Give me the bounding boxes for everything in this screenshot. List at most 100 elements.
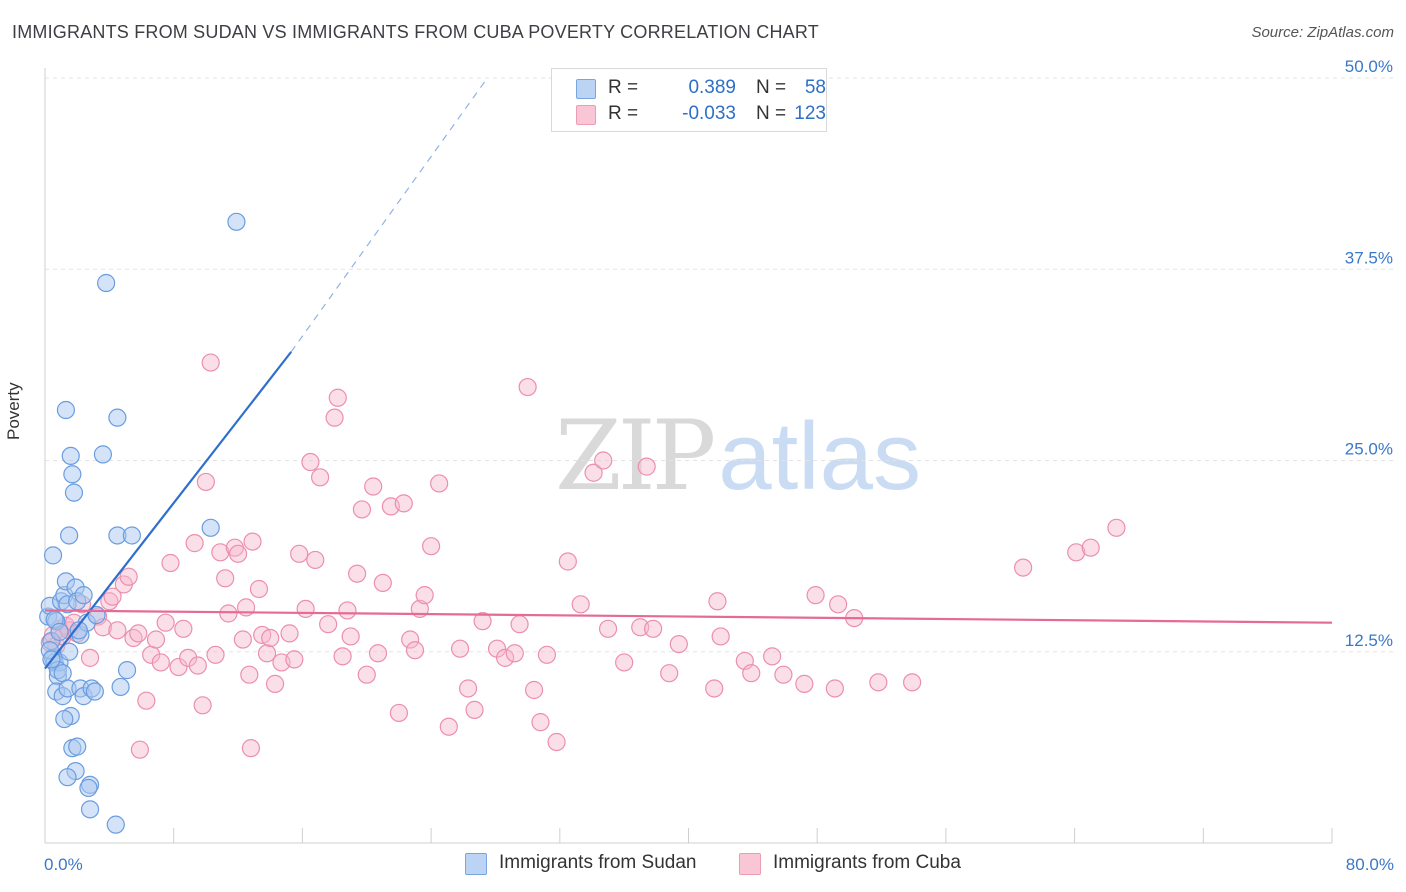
sudan-point <box>60 642 79 661</box>
legend-n-label: N = <box>756 103 787 124</box>
legend-n-value: 123 <box>794 103 826 124</box>
cuba-point <box>228 544 248 563</box>
cuba-point <box>1067 543 1086 562</box>
cuba-point <box>594 451 613 470</box>
cuba-point <box>103 587 122 606</box>
sudan-point <box>50 622 69 641</box>
sudan-point <box>108 408 127 427</box>
cuba-point <box>825 679 844 698</box>
cuba-point <box>296 599 315 619</box>
cuba-point <box>341 627 360 646</box>
cuba-point <box>558 552 577 571</box>
sudan-point <box>93 445 113 464</box>
sudan-point <box>74 586 93 605</box>
cuba-point <box>415 586 434 605</box>
cuba-point <box>903 673 922 692</box>
x-tick-label-min: 0.0% <box>44 855 83 874</box>
sudan-point <box>53 664 72 683</box>
y-tick-label: 37.5% <box>1345 248 1393 267</box>
sudan-point <box>60 526 79 545</box>
cuba-point <box>459 679 478 698</box>
sudan-trend-line <box>44 351 293 670</box>
cuba-point <box>537 645 557 664</box>
cuba-point <box>219 604 238 623</box>
cuba-point <box>869 673 888 692</box>
cuba-point <box>211 543 230 562</box>
cuba-point <box>179 648 198 667</box>
cuba-point <box>328 388 347 407</box>
tick-labels: 12.5% 25.0% 37.5% 50.0% 0.0% 80.0% <box>44 57 1394 874</box>
cuba-points <box>40 353 1126 759</box>
sudan-point <box>61 446 80 466</box>
cuba-point <box>146 630 166 649</box>
legend-r-label: R = <box>608 103 639 124</box>
y-tick-label: 25.0% <box>1345 440 1393 459</box>
source-label: Source: ZipAtlas.com <box>1251 24 1394 41</box>
cuba-point <box>637 457 656 476</box>
cuba-point <box>1081 538 1100 557</box>
sudan-point <box>43 546 63 565</box>
cuba-point <box>401 630 420 649</box>
cuba-point <box>389 703 409 723</box>
y-tick-label: 50.0% <box>1345 57 1393 76</box>
cuba-point <box>193 696 212 715</box>
watermark-atlas: atlas <box>718 403 921 510</box>
legend-n-label: N = <box>756 77 787 98</box>
sudan-trend-extension <box>290 77 488 353</box>
axes <box>44 68 1333 844</box>
sudan-point <box>63 465 82 484</box>
sudan-point <box>117 661 137 680</box>
cuba-point <box>174 619 193 638</box>
cuba-point <box>196 472 215 492</box>
cuba-point <box>531 713 550 732</box>
cuba-point <box>240 665 259 684</box>
cuba-point <box>233 630 252 649</box>
cuba-point <box>280 624 299 643</box>
cuba-point <box>505 644 524 663</box>
cuba-point <box>243 532 262 551</box>
cuba-point <box>510 615 529 634</box>
cuba-point <box>185 534 204 553</box>
sudan-point <box>58 768 77 787</box>
sudan-point <box>56 400 76 420</box>
sudan-point <box>85 682 104 701</box>
cuba-point <box>774 665 793 684</box>
sudan-point <box>201 518 220 537</box>
cuba-point <box>364 477 383 496</box>
cuba-legend-label: Immigrants from Cuba <box>773 852 961 873</box>
sudan-point <box>227 212 246 231</box>
sudan-point <box>55 709 74 729</box>
cuba-point <box>829 595 848 614</box>
sudan-point <box>80 800 100 819</box>
cuba-point <box>265 674 285 693</box>
cuba-point <box>80 648 100 667</box>
cuba-point <box>156 613 175 632</box>
cuba-point <box>473 612 492 631</box>
cuba-point <box>137 691 156 710</box>
cuba-point <box>547 732 566 752</box>
cuba-point <box>430 474 449 493</box>
sudan-swatch <box>576 79 596 99</box>
cuba-point <box>129 624 148 643</box>
cuba-point <box>584 463 603 482</box>
cuba-point <box>1107 518 1126 537</box>
cuba-point <box>450 639 470 658</box>
cuba-point <box>571 595 590 614</box>
sudan-point <box>68 737 87 756</box>
cuba-point <box>352 500 372 519</box>
cuba-point <box>422 537 441 556</box>
cuba-point <box>368 644 388 663</box>
cuba-point <box>465 700 484 719</box>
sudan-point <box>97 273 116 293</box>
sudan-legend-swatch <box>465 853 487 875</box>
sudan-point <box>64 483 84 502</box>
cuba-point <box>669 634 688 654</box>
cuba-point <box>119 567 138 586</box>
cuba-point <box>644 619 663 638</box>
grid-lines <box>45 77 1394 653</box>
cuba-point <box>216 569 235 588</box>
cuba-point <box>439 717 458 736</box>
legend-r-label: R = <box>608 77 639 98</box>
cuba-point <box>130 740 150 759</box>
cuba-point <box>806 586 825 605</box>
